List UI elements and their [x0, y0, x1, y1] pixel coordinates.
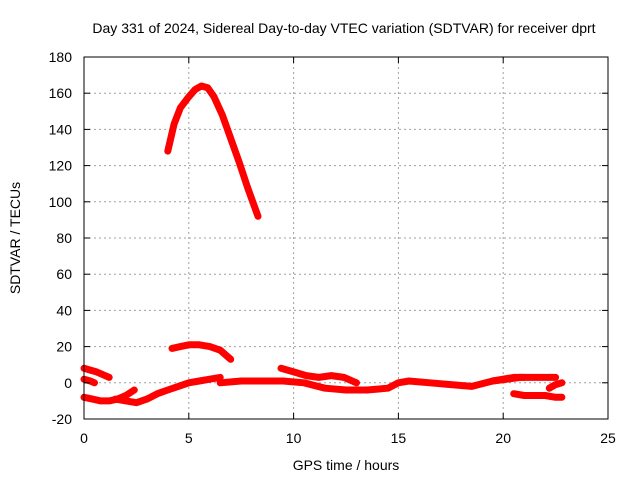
- x-tick-label: 20: [495, 430, 511, 446]
- y-tick-label: -20: [52, 411, 72, 427]
- y-tick-label: 120: [49, 158, 73, 174]
- tick-labels: 0 5 10 15 20 25 -20 0 20 40 60 80 100 120 140 160 180: [49, 49, 616, 446]
- y-tick-label: 100: [49, 194, 73, 210]
- series-arc-late-1: [277, 364, 360, 387]
- series-arc-long: [216, 373, 528, 394]
- y-axis-label: SDTVAR / TECUs: [7, 182, 23, 294]
- series-arc-late-3: [510, 390, 566, 401]
- y-tick-label: 60: [56, 266, 72, 282]
- chart-title: Day 331 of 2024, Sidereal Day-to-day VTE…: [92, 20, 595, 36]
- series-arc-high: [164, 82, 262, 220]
- y-tick-label: 180: [49, 49, 73, 65]
- x-tick-label: 10: [286, 430, 302, 446]
- x-tick-label: 15: [391, 430, 407, 446]
- series-arc-start-a: [80, 364, 113, 381]
- grid-lines: [84, 57, 608, 419]
- series-arc-low-1: [111, 373, 224, 407]
- x-tick-label: 0: [80, 430, 88, 446]
- y-tick-label: 40: [56, 302, 72, 318]
- y-tick-label: 140: [49, 121, 73, 137]
- x-tick-label: 5: [185, 430, 193, 446]
- series-arc-late-2: [489, 373, 560, 385]
- series-arc-start-c: [80, 386, 138, 405]
- data-series: [80, 82, 566, 407]
- y-tick-label: 0: [64, 375, 72, 391]
- y-tick-label: 20: [56, 339, 72, 355]
- series-arc-mid: [168, 341, 235, 363]
- x-axis-label: GPS time / hours: [293, 457, 400, 473]
- series-arc-start-b: [80, 375, 98, 387]
- y-tick-label: 80: [56, 230, 72, 246]
- series-arc-late-4: [545, 379, 566, 392]
- axis-ticks: [83, 56, 609, 420]
- y-tick-label: 160: [49, 85, 73, 101]
- x-tick-label: 25: [600, 430, 616, 446]
